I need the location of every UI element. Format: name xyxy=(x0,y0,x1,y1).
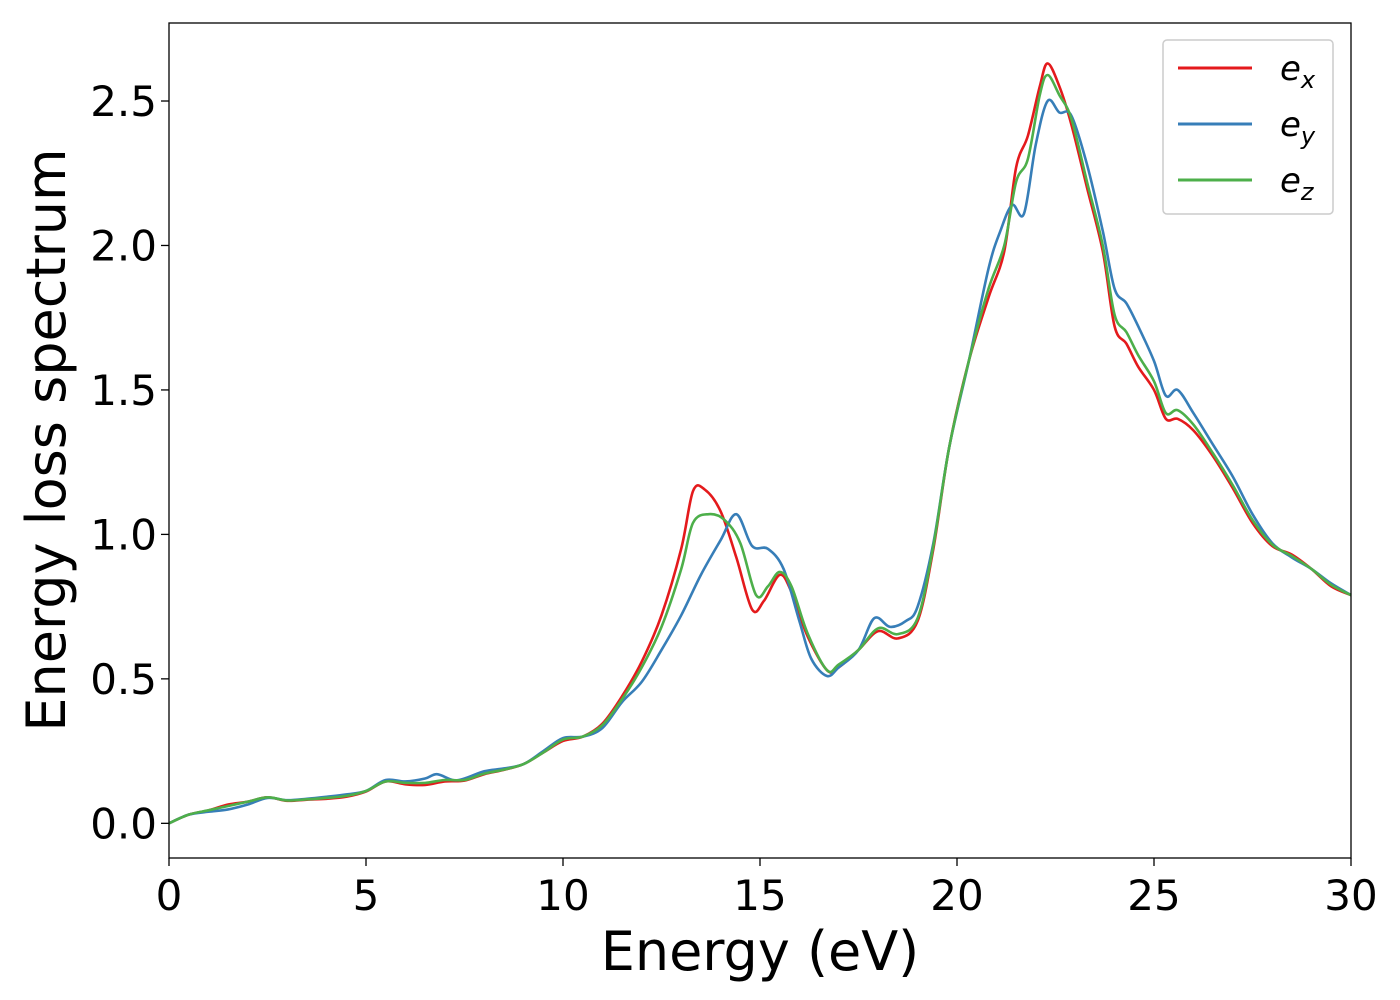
legend-subscript: x xyxy=(1300,66,1316,94)
legend-box xyxy=(1162,39,1334,215)
y-tick-label: 2.0 xyxy=(90,221,157,270)
y-tick-label: 0.5 xyxy=(90,655,157,704)
plot-area xyxy=(169,23,1351,858)
x-tick-label: 5 xyxy=(353,871,380,920)
legend-subscript: y xyxy=(1300,122,1316,150)
series-layer xyxy=(168,62,1352,825)
x-tick-label: 0 xyxy=(156,871,183,920)
x-tick-label: 10 xyxy=(536,871,589,920)
x-axis-title: Energy (eV) xyxy=(601,920,920,983)
series-line-y xyxy=(168,98,1352,825)
x-tick-label: 20 xyxy=(930,871,983,920)
x-tick-label: 25 xyxy=(1127,871,1180,920)
y-tick-label: 1.5 xyxy=(90,366,157,415)
legend-subscript: z xyxy=(1300,178,1315,206)
x-tick-label: 30 xyxy=(1324,871,1377,920)
x-tick-label: 15 xyxy=(733,871,786,920)
x-axis: 0 5 10 15 20 25 30 xyxy=(156,858,1378,920)
y-tick-label: 2.5 xyxy=(90,77,157,126)
y-axis-title: Energy loss spectrum xyxy=(15,148,78,731)
y-tick-label: 1.0 xyxy=(90,510,157,559)
series-line-z xyxy=(168,73,1352,825)
y-tick-label: 0.0 xyxy=(90,799,157,848)
y-axis: 0.0 0.5 1.0 1.5 2.0 2.5 xyxy=(90,77,169,848)
